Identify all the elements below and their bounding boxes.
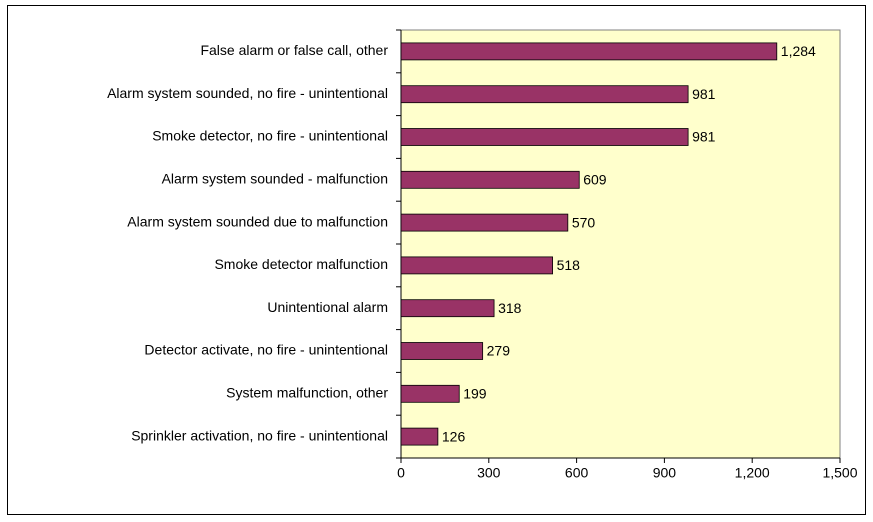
- value-label: 318: [498, 300, 522, 316]
- x-tick-label: 1,200: [735, 465, 770, 481]
- bar: [400, 213, 569, 232]
- bar: [400, 42, 778, 61]
- y-tick-label: Smoke detector malfunction: [214, 256, 388, 272]
- y-tick-label: Unintentional alarm: [267, 299, 388, 315]
- bar: [400, 256, 554, 275]
- value-label: 199: [463, 386, 487, 402]
- value-label: 570: [572, 214, 596, 230]
- y-tick-label: Sprinkler activation, no fire - unintent…: [131, 427, 388, 443]
- y-tick-label: Detector activate, no fire - unintention…: [144, 342, 388, 358]
- value-label: 126: [442, 428, 466, 444]
- bar: [400, 170, 580, 189]
- value-label: 981: [692, 129, 716, 145]
- x-tick-label: 1,500: [822, 465, 857, 481]
- x-tick-label: 300: [477, 465, 501, 481]
- value-label: 1,284: [781, 43, 816, 59]
- y-tick-label: Alarm system sounded due to malfunction: [127, 213, 388, 229]
- bar: [400, 128, 689, 146]
- y-tick-label: Alarm system sounded, no fire - unintent…: [107, 85, 388, 101]
- y-tick-label: Smoke detector, no fire - unintentional: [152, 128, 388, 144]
- y-tick-label: False alarm or false call, other: [200, 42, 388, 58]
- value-label: 279: [487, 343, 511, 359]
- y-tick-label: System malfunction, other: [226, 385, 388, 401]
- y-tick-label: Alarm system sounded - malfunction: [162, 171, 388, 187]
- bar: [400, 427, 439, 446]
- x-tick-label: 900: [653, 465, 677, 481]
- bar: [400, 342, 484, 360]
- value-label: 981: [692, 86, 716, 102]
- bar: [400, 299, 495, 318]
- bar: [400, 85, 689, 104]
- value-label: 518: [557, 257, 581, 273]
- bar: [400, 384, 460, 403]
- x-tick-label: 600: [565, 465, 589, 481]
- x-tick-label: 0: [397, 465, 405, 481]
- value-label: 609: [583, 172, 607, 188]
